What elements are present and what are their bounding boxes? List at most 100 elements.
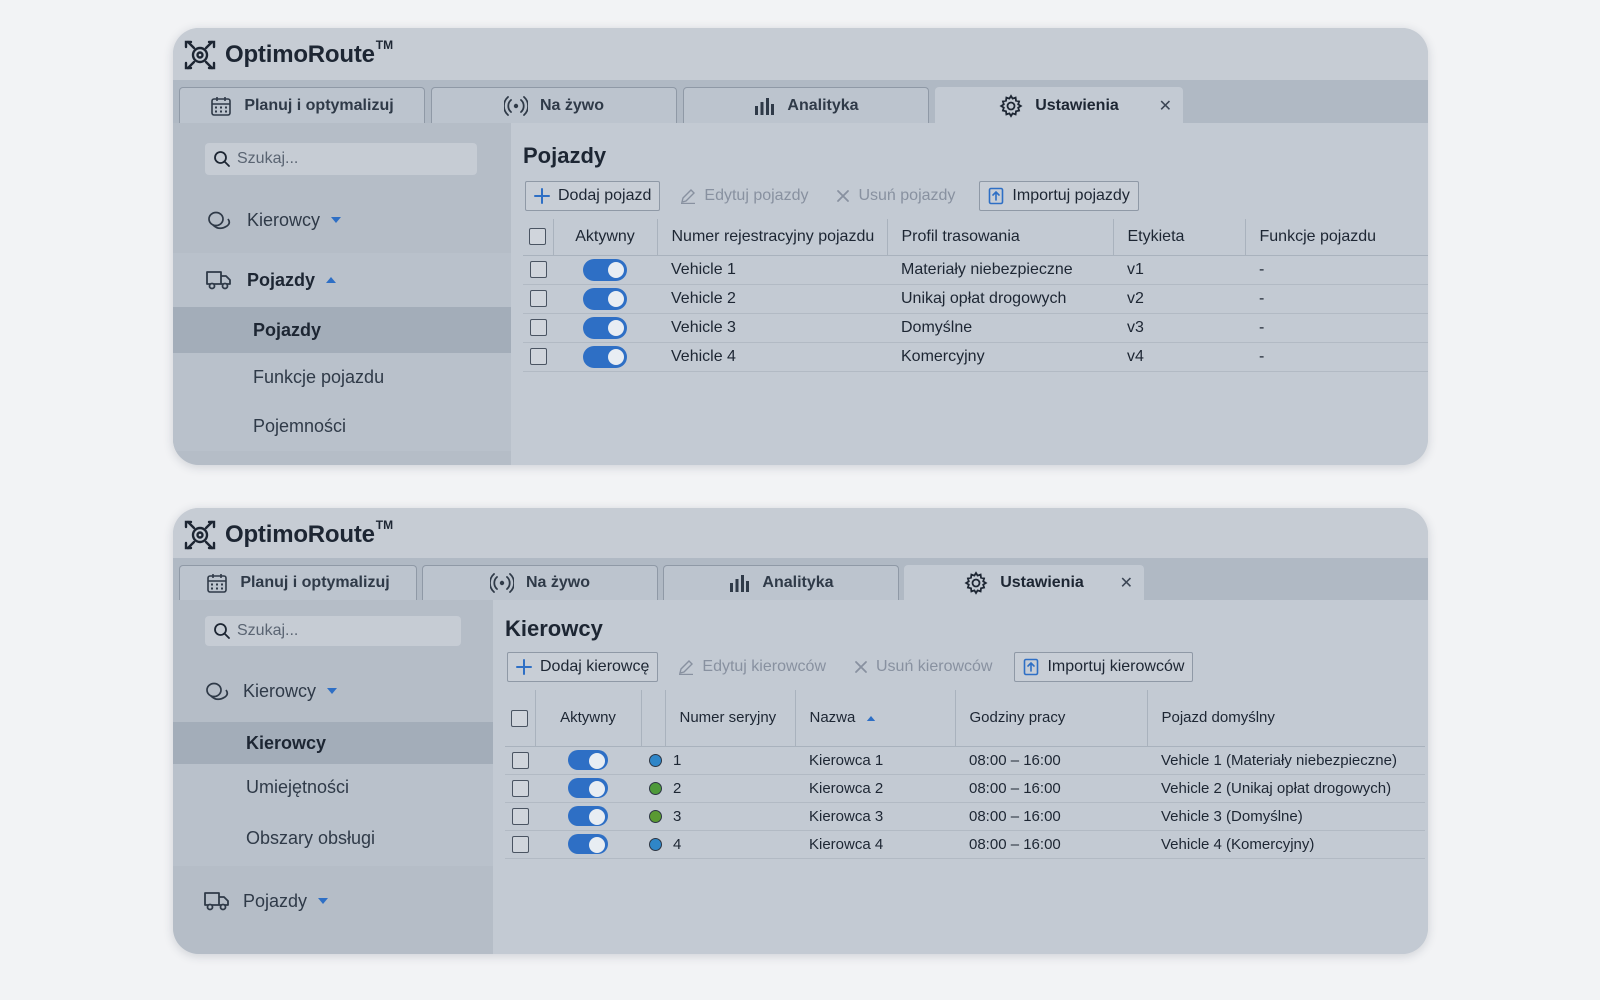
sidebar-group-drivers[interactable]: Kierowcy [173, 666, 493, 716]
brand-trademark: TM [375, 518, 394, 532]
active-toggle[interactable] [568, 806, 608, 826]
tab-analytics[interactable]: Analityka [663, 565, 899, 600]
delete-vehicles-button[interactable]: Usuń pojazdy [828, 181, 963, 211]
add-driver-button[interactable]: Dodaj kierowcę [507, 652, 659, 682]
column-header-working-hours[interactable]: Godziny pracy [954, 690, 1147, 747]
gear-icon [964, 571, 988, 595]
sidebar-item-vehicle-features[interactable]: Funkcje pojazdu [173, 353, 511, 401]
table-row[interactable]: 4 Kierowca 4 08:00 – 16:00 Vehicle 4 (Ko… [505, 830, 1425, 859]
caret-up-icon [325, 276, 337, 284]
table-row[interactable]: Vehicle 4 Komercyjny v4 - [523, 342, 1428, 372]
column-header-plate[interactable]: Numer rejestracyjny pojazdu [656, 219, 887, 256]
active-toggle[interactable] [583, 345, 627, 368]
table-row[interactable]: Vehicle 1 Materiały niebezpieczne v1 - [523, 255, 1428, 285]
toolbar: Dodaj kierowcę Edytuj kierowców Usuń kie… [507, 652, 1205, 682]
active-toggle[interactable] [568, 750, 608, 770]
row-checkbox[interactable] [511, 751, 529, 769]
tab-label: Ustawienia [1035, 96, 1119, 114]
optimoroute-logo-icon [183, 518, 217, 552]
tab-plan-optimize[interactable]: Planuj i optymalizuj [179, 565, 417, 600]
row-checkbox[interactable] [529, 289, 547, 307]
column-header-routing-profile[interactable]: Profil trasowania [886, 219, 1113, 256]
column-header-label[interactable]: Etykieta [1112, 219, 1245, 256]
row-checkbox[interactable] [511, 779, 529, 797]
tab-settings[interactable]: Ustawienia ✕ [935, 87, 1183, 123]
default-vehicle-cell: Vehicle 4 (Komercyjny) [1147, 830, 1425, 859]
row-checkbox[interactable] [511, 807, 529, 825]
drivers-settings-window: OptimoRoute TM Planuj i optymalizuj Na ż… [173, 508, 1428, 954]
routing-profile-cell: Materiały niebezpieczne [887, 255, 1113, 285]
column-header-serial[interactable]: Numer seryjny [664, 690, 795, 747]
column-header-vehicle-features[interactable]: Funkcje pojazdu [1244, 219, 1428, 256]
tab-live[interactable]: Na żywo [431, 87, 677, 123]
features-cell: - [1245, 313, 1428, 343]
sidebar-item-capacities[interactable]: Pojemności [173, 401, 511, 451]
search-placeholder: Szukaj... [237, 622, 299, 639]
calendar-icon [206, 572, 228, 594]
row-checkbox[interactable] [529, 318, 547, 336]
tab-live[interactable]: Na żywo [422, 565, 658, 600]
table-row[interactable]: 2 Kierowca 2 08:00 – 16:00 Vehicle 2 (Un… [505, 774, 1425, 803]
column-header-label: Nazwa [809, 709, 856, 727]
sidebar-item-drivers[interactable]: Kierowcy [173, 722, 493, 764]
sidebar-group-drivers[interactable]: Kierowcy [173, 195, 511, 245]
table-row[interactable]: Vehicle 2 Unikaj opłat drogowych v2 - [523, 284, 1428, 314]
tab-analytics[interactable]: Analityka [683, 87, 929, 123]
active-toggle[interactable] [583, 287, 627, 310]
main-content: Pojazdy Dodaj pojazd Edytuj pojazdy Usuń… [511, 123, 1428, 465]
edit-vehicles-button[interactable]: Edytuj pojazdy [672, 181, 816, 211]
delete-drivers-button[interactable]: Usuń kierowców [846, 652, 1000, 682]
routing-profile-cell: Komercyjny [887, 342, 1113, 372]
sidebar-group-label: Pojazdy [243, 890, 308, 911]
sidebar-item-skills[interactable]: Umiejętności [173, 764, 493, 810]
import-vehicles-button[interactable]: Importuj pojazdy [979, 181, 1139, 211]
tab-label: Planuj i optymalizuj [244, 96, 394, 114]
import-drivers-button[interactable]: Importuj kierowców [1014, 652, 1194, 682]
active-toggle[interactable] [583, 316, 627, 339]
tab-plan-optimize[interactable]: Planuj i optymalizuj [179, 87, 425, 123]
truck-icon [203, 890, 231, 912]
brand-trademark: TM [375, 38, 394, 52]
table-row[interactable]: Vehicle 3 Domyślne v3 - [523, 313, 1428, 343]
column-header-active[interactable]: Aktywny [552, 219, 657, 256]
table-header: Aktywny Numer rejestracyjny pojazdu Prof… [523, 219, 1428, 256]
sidebar: Szukaj... Kierowcy Pojazdy Pojazdy Funkc… [173, 123, 511, 465]
close-icon [854, 660, 868, 674]
working-hours-cell: 08:00 – 16:00 [955, 830, 1147, 859]
column-header-name[interactable]: Nazwa [794, 690, 955, 747]
search-input[interactable]: Szukaj... [205, 616, 461, 646]
sidebar-group-vehicles[interactable]: Pojazdy [173, 876, 493, 926]
active-toggle[interactable] [568, 778, 608, 798]
column-header-active[interactable]: Aktywny [534, 690, 641, 747]
close-tab-icon[interactable]: ✕ [1119, 575, 1133, 592]
column-header-default-vehicle[interactable]: Pojazd domyślny [1146, 690, 1425, 747]
import-icon [1023, 658, 1039, 676]
name-cell: Kierowca 3 [795, 802, 955, 831]
caret-down-icon [317, 897, 329, 905]
sidebar-group-vehicles[interactable]: Pojazdy [173, 253, 511, 307]
active-toggle[interactable] [583, 258, 627, 281]
table-row[interactable]: 3 Kierowca 3 08:00 – 16:00 Vehicle 3 (Do… [505, 802, 1425, 831]
plate-cell: Vehicle 2 [657, 284, 887, 314]
plate-cell: Vehicle 4 [657, 342, 887, 372]
features-cell: - [1245, 342, 1428, 372]
working-hours-cell: 08:00 – 16:00 [955, 774, 1147, 803]
table-row[interactable]: 1 Kierowca 1 08:00 – 16:00 Vehicle 1 (Ma… [505, 746, 1425, 775]
sidebar-item-service-areas[interactable]: Obszary obsługi [173, 810, 493, 866]
sidebar-item-vehicles[interactable]: Pojazdy [173, 307, 511, 353]
close-tab-icon[interactable]: ✕ [1158, 97, 1172, 115]
active-toggle[interactable] [568, 834, 608, 854]
vehicles-settings-window: OptimoRoute TM Planuj i optymalizuj Na ż… [173, 28, 1428, 465]
edit-drivers-button[interactable]: Edytuj kierowców [670, 652, 834, 682]
row-checkbox[interactable] [529, 260, 547, 278]
select-all-cell [505, 690, 535, 747]
row-checkbox[interactable] [529, 347, 547, 365]
tab-label: Analityka [762, 574, 834, 591]
row-checkbox[interactable] [511, 835, 529, 853]
default-vehicle-cell: Vehicle 3 (Domyślne) [1147, 802, 1425, 831]
tab-settings[interactable]: Ustawienia ✕ [904, 565, 1144, 600]
select-all-checkbox[interactable] [529, 228, 547, 246]
select-all-checkbox[interactable] [511, 709, 529, 727]
add-vehicle-button[interactable]: Dodaj pojazd [525, 181, 661, 211]
search-input[interactable]: Szukaj... [205, 143, 477, 175]
